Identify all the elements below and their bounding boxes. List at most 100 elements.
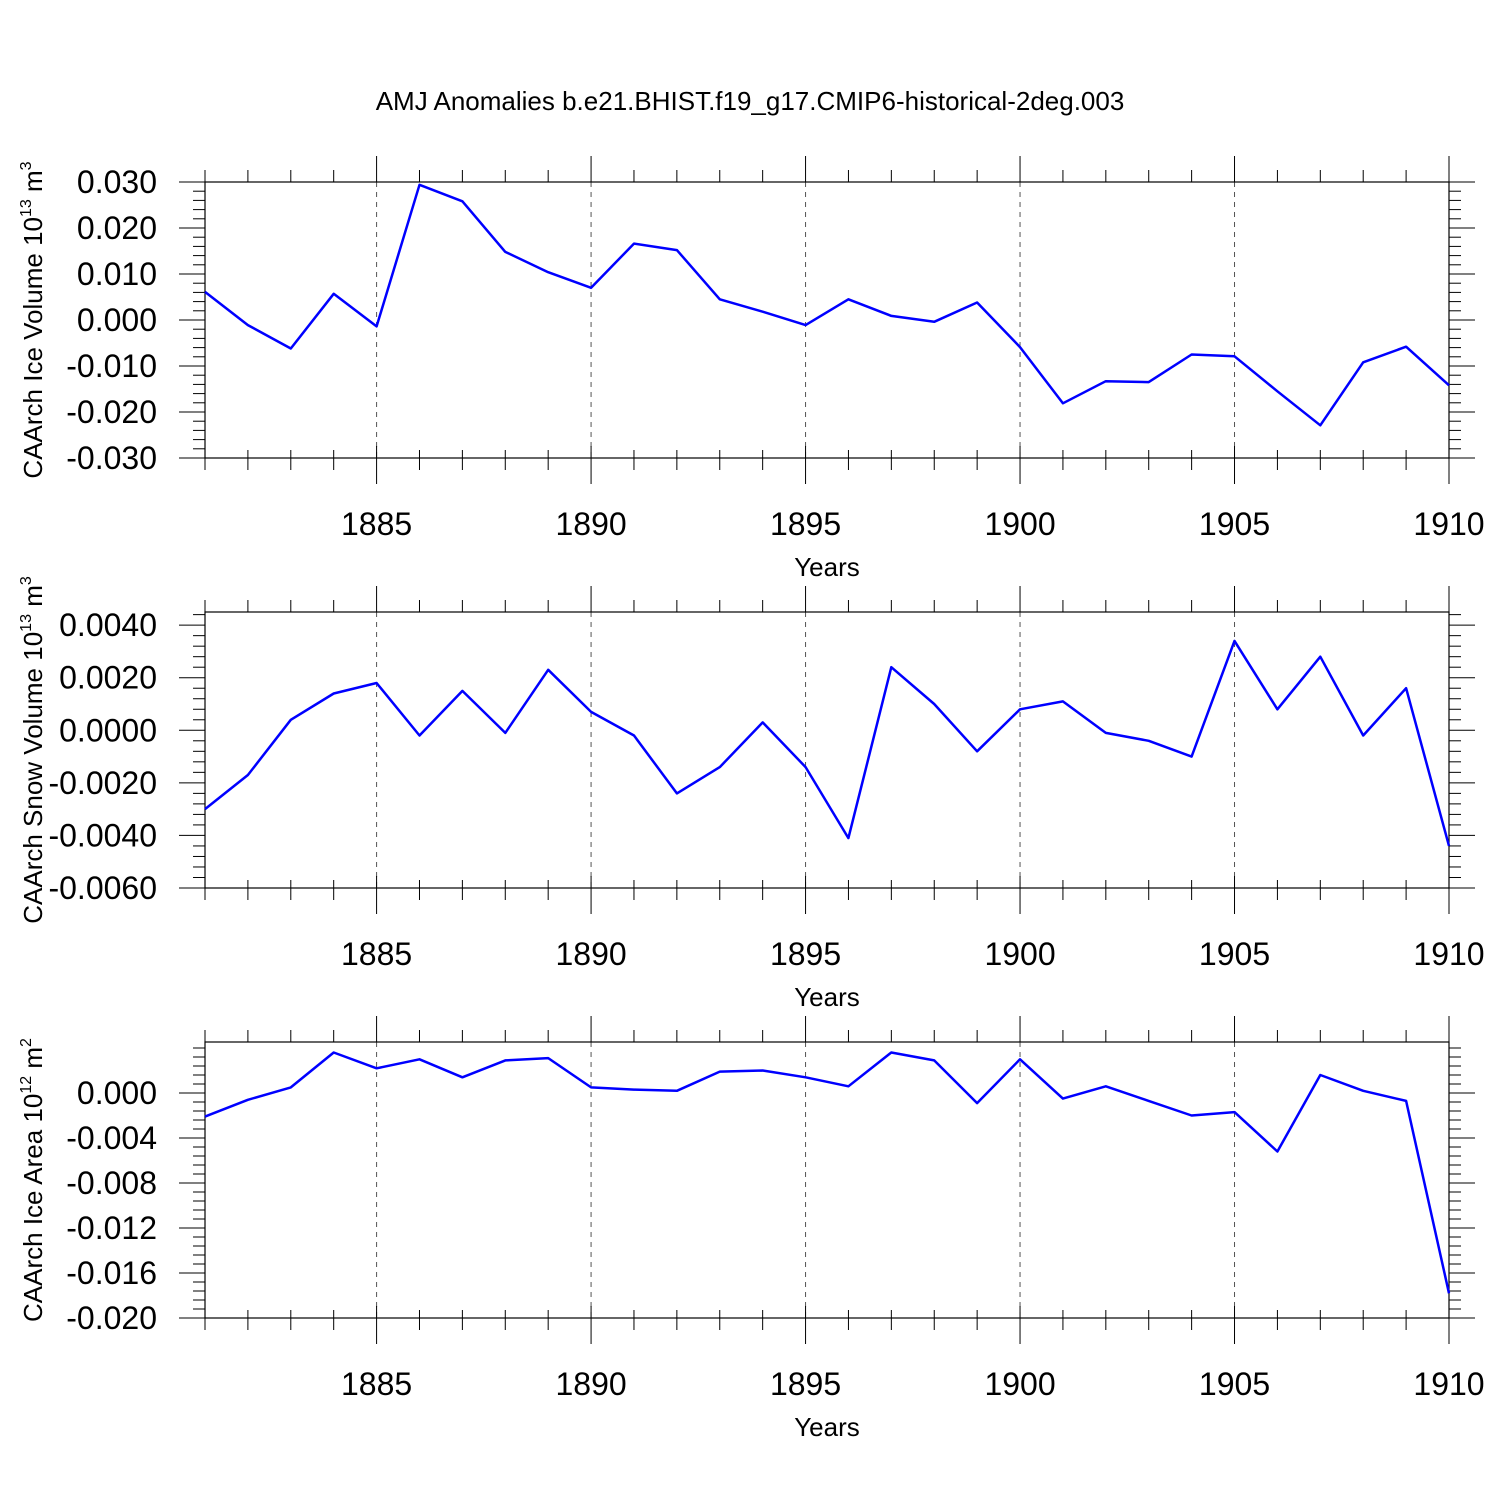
data-point (846, 1084, 850, 1088)
data-point (1104, 379, 1108, 383)
data-point (203, 807, 207, 811)
y-tick-label: -0.010 (66, 348, 157, 384)
y-tick-label: 0.000 (77, 1075, 157, 1111)
data-point (889, 314, 893, 318)
x-tick-label: 1885 (341, 506, 412, 542)
data-point (1447, 1291, 1451, 1295)
data-point (632, 1088, 636, 1092)
data-point (460, 199, 464, 203)
data-point (675, 791, 679, 795)
data-point (718, 1070, 722, 1074)
data-point (246, 773, 250, 777)
x-tick-label: 1890 (555, 936, 626, 972)
data-point (1275, 389, 1279, 393)
data-point (1190, 1114, 1194, 1118)
data-point (1018, 1057, 1022, 1061)
data-point (1447, 383, 1451, 387)
data-point (718, 765, 722, 769)
data-point (289, 1085, 293, 1089)
data-point (1061, 401, 1065, 405)
panel-1: 0.030 0.020 0.010 0.000 -0.010 -0.020 -0.030 18… (18, 156, 1485, 582)
x-tick-label: 1895 (770, 506, 841, 542)
data-point (460, 1075, 464, 1079)
data-point (1361, 1089, 1365, 1093)
y-tick-label: -0.008 (66, 1165, 157, 1201)
y-tick-label: -0.030 (66, 440, 157, 476)
y-axis-label-text: CAArch Ice Area 10 (18, 1094, 48, 1322)
data-point (761, 310, 765, 314)
data-point (1147, 739, 1151, 743)
data-point (718, 297, 722, 301)
y-tick-label: 0.030 (77, 164, 157, 200)
data-point (289, 347, 293, 351)
x-tick-label: 1905 (1199, 936, 1270, 972)
x-tick-label: 1890 (555, 1366, 626, 1402)
data-point (246, 1098, 250, 1102)
data-point (1233, 639, 1237, 643)
data-point (932, 320, 936, 324)
data-point (846, 836, 850, 840)
data-point (246, 323, 250, 327)
y-axis-label-text: CAArch Ice Volume 10 (18, 217, 48, 479)
data-point (1275, 1150, 1279, 1154)
data-point (1104, 731, 1108, 735)
x-tick-label: 1910 (1413, 936, 1484, 972)
y-tick-label: 0.020 (77, 210, 157, 246)
y-axis-label-unit: m (18, 585, 48, 614)
y-tick-label: -0.0020 (48, 765, 157, 801)
data-point (1361, 360, 1365, 364)
data-point (1147, 1099, 1151, 1103)
data-point (804, 323, 808, 327)
x-tick-label: 1895 (770, 1366, 841, 1402)
data-point (203, 290, 207, 294)
y-tick-label: 0.000 (77, 302, 157, 338)
data-point (889, 665, 893, 669)
y-axis-label: CAArch Ice Volume 1013 m3 (18, 161, 48, 478)
y-axis-label-exponent: 12 (18, 1076, 35, 1094)
data-point (804, 1075, 808, 1079)
data-point (632, 242, 636, 246)
y-tick-label: -0.020 (66, 394, 157, 430)
panel-2: 0.0040 0.0020 0.0000 -0.0020 -0.0040 -0.0060 1… (18, 576, 1485, 1012)
x-axis-label: Years (794, 982, 860, 1012)
data-point (1233, 354, 1237, 358)
panels: 0.030 0.020 0.010 0.000 -0.010 -0.020 -0.030 18… (18, 156, 1485, 1442)
data-point (332, 292, 336, 296)
y-tick-label: -0.0040 (48, 817, 157, 853)
data-point (1447, 844, 1451, 848)
data-point (975, 1101, 979, 1105)
y-axis-label-unit: m (18, 170, 48, 199)
data-point (203, 1115, 207, 1119)
x-tick-label: 1895 (770, 936, 841, 972)
x-tick-label: 1885 (341, 936, 412, 972)
data-point (546, 270, 550, 274)
data-point (1361, 734, 1365, 738)
data-point (417, 1057, 421, 1061)
data-point (1318, 1073, 1322, 1077)
y-axis-label-exponent: 13 (18, 614, 35, 632)
y-axis-label: CAArch Ice Area 1012 m2 (18, 1038, 48, 1322)
x-tick-label: 1905 (1199, 1366, 1270, 1402)
data-point (417, 183, 421, 187)
data-point (503, 250, 507, 254)
data-point (675, 1089, 679, 1093)
x-axis-label: Years (794, 552, 860, 582)
y-tick-label: 0.0040 (59, 607, 157, 643)
data-point (1061, 1097, 1065, 1101)
plot-frame (204, 181, 1450, 459)
data-point (1318, 655, 1322, 659)
data-point (1233, 1110, 1237, 1114)
data-point (932, 1058, 936, 1062)
data-point (761, 1069, 765, 1073)
data-point (804, 765, 808, 769)
data-point (589, 710, 593, 714)
x-tick-label: 1885 (341, 1366, 412, 1402)
data-point (632, 734, 636, 738)
series-line (204, 1051, 1451, 1294)
chart-title: AMJ Anomalies b.e21.BHIST.f19_g17.CMIP6-… (376, 86, 1125, 116)
data-point (1190, 755, 1194, 759)
data-point (546, 1056, 550, 1060)
x-tick-label: 1890 (555, 506, 626, 542)
data-point (460, 689, 464, 693)
data-point (1404, 686, 1408, 690)
